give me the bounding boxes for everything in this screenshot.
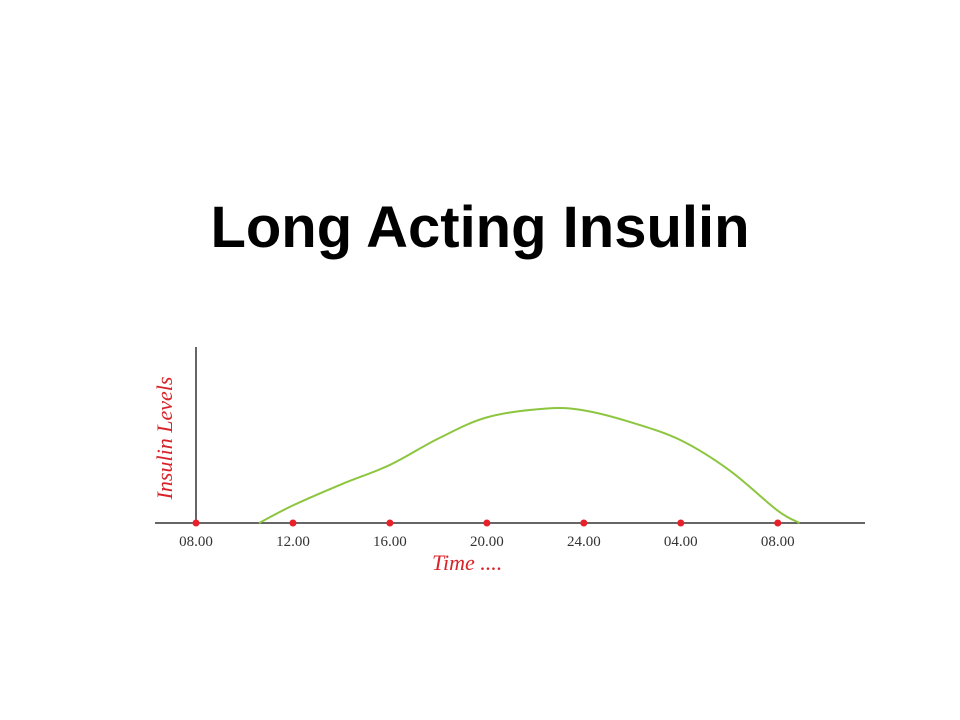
y-axis-label: Insulin Levels (152, 377, 177, 501)
x-tick-dot (774, 519, 782, 527)
x-axis-label: Time .... (432, 550, 502, 575)
x-tick-label: 24.00 (567, 534, 601, 550)
x-tick-dot (677, 519, 685, 527)
x-tick-dot (483, 519, 491, 527)
slide-title: Long Acting Insulin (210, 195, 749, 260)
x-tick-label: 16.00 (373, 534, 407, 550)
insulin-curve (258, 407, 801, 524)
x-tick-label: 12.00 (276, 534, 310, 550)
x-tick-dot (289, 519, 297, 527)
x-tick-label: 08.00 (179, 534, 213, 550)
x-tick-label: 08.00 (761, 534, 795, 550)
x-tick-label: 04.00 (664, 534, 698, 550)
x-tick-dot (192, 519, 200, 527)
x-tick-label: 20.00 (470, 534, 504, 550)
x-tick-dot (580, 519, 588, 527)
x-tick-dot (386, 519, 394, 527)
